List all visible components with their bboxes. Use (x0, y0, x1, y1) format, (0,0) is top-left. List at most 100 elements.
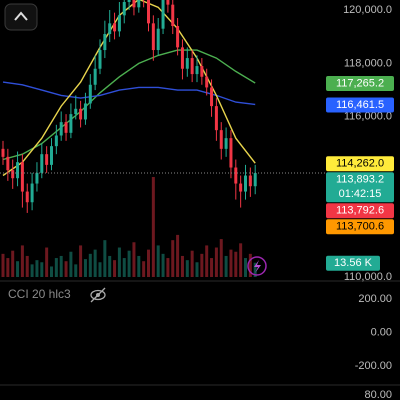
indicator-tick-label: 200.00 (358, 293, 392, 305)
price-marker-label: 114,262.0 (336, 158, 384, 170)
moving-average (2, 81, 256, 106)
candle-body (137, 0, 141, 8)
volume-bar (20, 245, 24, 277)
candle-body (210, 87, 214, 107)
candle-body (113, 23, 117, 32)
next-panel-tick-label: 80.00 (364, 389, 392, 400)
candle-body (59, 122, 63, 136)
volume-bar (11, 250, 15, 277)
candle-body (20, 162, 24, 192)
volume-bar (35, 260, 39, 277)
volume-bar (59, 255, 63, 277)
price-marker (326, 219, 394, 235)
price-marker-label: 113,893.2 (336, 174, 384, 186)
candle-body (190, 58, 194, 75)
volume-bar (16, 261, 20, 277)
price-marker-label: 116,461.5 (336, 99, 384, 111)
candle-body (6, 156, 10, 171)
price-marker (326, 97, 394, 113)
candle-body (132, 0, 136, 8)
volume-bar (239, 243, 243, 277)
price-marker (326, 76, 394, 92)
volume-bar (74, 264, 78, 277)
volume-bar (142, 261, 146, 277)
candle-body (11, 170, 15, 179)
y-tick-label: 110,000.0 (344, 271, 392, 283)
candle-body (74, 108, 78, 115)
candle-body (25, 191, 29, 203)
candle-body (64, 122, 68, 133)
candle-body (79, 108, 83, 120)
volume-bar (248, 253, 252, 277)
candle-body (185, 58, 189, 69)
hide-icon[interactable] (90, 287, 106, 303)
candle-body (176, 26, 180, 48)
candle-body (127, 0, 131, 2)
back-button[interactable] (4, 3, 38, 31)
price-pane (1, 0, 257, 277)
price-marker (326, 172, 394, 203)
volume-bar (122, 258, 126, 277)
volume-bar (161, 253, 165, 277)
volume-bar (93, 249, 97, 277)
volume-bar (190, 250, 194, 277)
candle-body (195, 66, 199, 75)
volume-bar (79, 245, 83, 277)
candle-body (166, 0, 170, 5)
price-marker-label: 117,265.2 (336, 77, 384, 89)
candle-body (83, 103, 87, 120)
volume-bar (83, 259, 87, 277)
candle-body (253, 173, 257, 187)
candle-body (244, 175, 247, 192)
candle-body (214, 106, 218, 131)
moving-average (2, 49, 256, 161)
candle-body (180, 47, 184, 69)
candle-body (234, 167, 238, 184)
volume-bar (171, 240, 175, 277)
candle-body (35, 172, 39, 184)
candle-body (239, 183, 243, 192)
indicator-tick-label: 0.00 (371, 326, 392, 338)
candle-body (69, 114, 73, 133)
volume-bar (64, 261, 68, 277)
candle-body (103, 34, 107, 51)
flash-button[interactable] (247, 256, 267, 276)
indicator-tick-label: -200.00 (355, 360, 392, 372)
candle-body (98, 50, 102, 69)
candle-body (88, 84, 92, 104)
volume-bar (151, 177, 155, 277)
candle-body (224, 138, 228, 149)
volume-bar (253, 262, 257, 277)
price-marker (326, 203, 394, 219)
candle-body (200, 66, 204, 77)
candle-body (117, 15, 121, 32)
candle-body (108, 23, 112, 35)
volume-bar (30, 264, 34, 277)
volume-bar (234, 251, 238, 277)
price-marker-label: 113,700.6 (336, 221, 384, 233)
y-tick-label: 118,000.0 (344, 57, 392, 69)
candle-body (93, 68, 97, 85)
volume-bar (200, 253, 204, 277)
volume-bar (88, 253, 92, 277)
candle-body (16, 162, 20, 179)
candle-body (161, 0, 165, 29)
volume-bar (166, 258, 170, 277)
volume-marker-label: 13.56 K (334, 257, 373, 269)
candle-body (122, 1, 126, 16)
indicator-title: CCI 20 hlc3 (8, 287, 71, 301)
volume-bar (214, 247, 218, 277)
volume-bar (147, 249, 150, 277)
volume-bar (113, 260, 117, 277)
y-tick-label: 120,000.0 (343, 4, 392, 16)
candle-body (171, 4, 175, 27)
volume-bar (25, 255, 29, 277)
candle-body (30, 183, 34, 203)
volume-bar (1, 253, 5, 277)
candle-body (156, 28, 160, 51)
volume-bar (224, 255, 228, 277)
volume-bar (45, 247, 49, 277)
volume-bar (244, 258, 247, 277)
volume-bar (219, 239, 223, 277)
